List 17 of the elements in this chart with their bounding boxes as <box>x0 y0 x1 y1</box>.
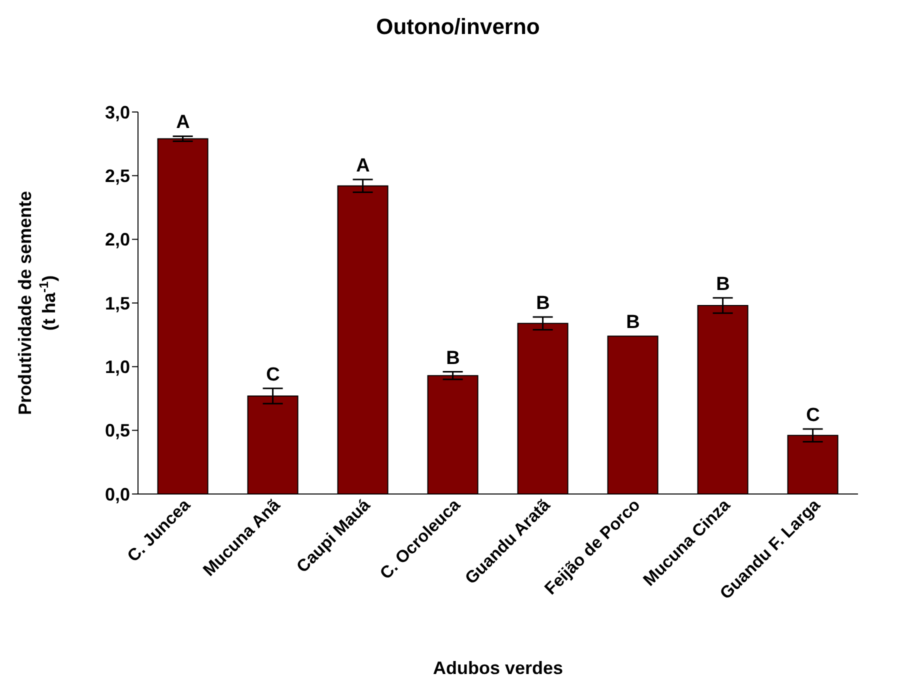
y-tick-label: 1,0 <box>104 357 130 378</box>
y-tick-label: 3,0 <box>104 102 130 122</box>
annotation: B <box>536 293 550 314</box>
annotation: A <box>176 112 190 134</box>
y-tick-label: 0,0 <box>104 484 130 504</box>
x-axis-title: Adubos verdes <box>432 658 564 678</box>
y-tick-label: 2,0 <box>104 230 130 250</box>
annotation: B <box>716 274 730 295</box>
annotation: A <box>356 155 370 176</box>
y-tick-label: 2,5 <box>104 166 130 186</box>
annotation: C <box>266 364 280 386</box>
annotation: C <box>806 405 820 426</box>
y-tick-label: 0,5 <box>104 420 130 441</box>
chart-title: Outono/inverno <box>375 14 541 41</box>
y-tick-label: 1,5 <box>104 293 130 314</box>
annotation: B <box>626 312 640 334</box>
annotation: B <box>446 348 460 369</box>
